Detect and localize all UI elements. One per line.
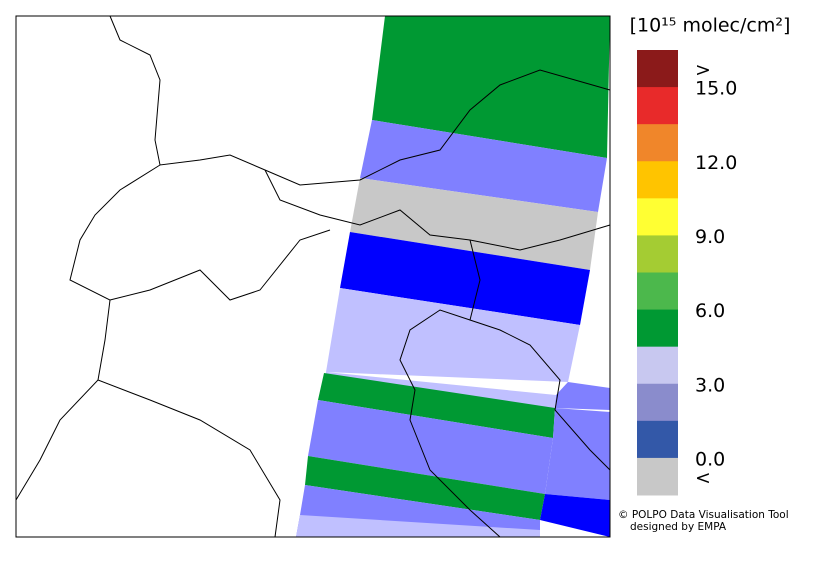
credit: © POLPO Data Visualisation Tool xyxy=(618,509,789,521)
swath xyxy=(326,288,580,382)
swath xyxy=(318,373,555,438)
colorbar-swatch xyxy=(637,309,678,348)
country-border xyxy=(109,229,331,301)
colorbar-swatch xyxy=(637,161,678,199)
colorbar-swatch xyxy=(637,235,678,273)
colorbar-swatch xyxy=(637,50,678,88)
coastline xyxy=(399,309,501,538)
coastline xyxy=(97,379,281,538)
colorbar-label: 0.0 xyxy=(695,448,725,470)
country-border xyxy=(264,169,611,251)
colorbar-swatch xyxy=(637,272,678,311)
credit: designed by EMPA xyxy=(630,521,727,533)
colorbar-label: 12.0 xyxy=(695,152,737,174)
swath xyxy=(545,408,610,500)
colorbar-swatch xyxy=(637,346,678,385)
swath xyxy=(305,456,545,520)
colorbar-swatch xyxy=(637,124,678,162)
swath xyxy=(360,120,607,212)
colorbar-swatch xyxy=(637,198,678,236)
swath xyxy=(350,178,598,270)
colorbar: >15.0 12.0 9.0 6.0 3.0 0.0< xyxy=(637,50,737,496)
colorbar-label: 15.0 xyxy=(695,78,737,100)
colorbar-label: 3.0 xyxy=(695,374,725,396)
country-border xyxy=(469,239,611,471)
swath xyxy=(540,494,610,537)
swath xyxy=(308,400,553,494)
colorbar-label: > xyxy=(695,59,711,81)
colorbar-label: 9.0 xyxy=(695,226,725,248)
colorbar-label: 6.0 xyxy=(695,300,725,322)
swath xyxy=(340,232,590,325)
swath xyxy=(372,16,610,158)
map xyxy=(15,15,611,538)
colorbar-swatch xyxy=(637,87,678,125)
colorbar-label: < xyxy=(695,467,711,489)
legend-title: [10¹⁵ molec/cm²] xyxy=(630,15,791,37)
swath xyxy=(296,515,540,537)
colorbar-swatch xyxy=(637,457,678,496)
colorbar-swatch xyxy=(637,383,678,422)
colorbar-swatch xyxy=(637,420,678,459)
map-frame xyxy=(15,15,611,538)
swath xyxy=(555,382,610,410)
